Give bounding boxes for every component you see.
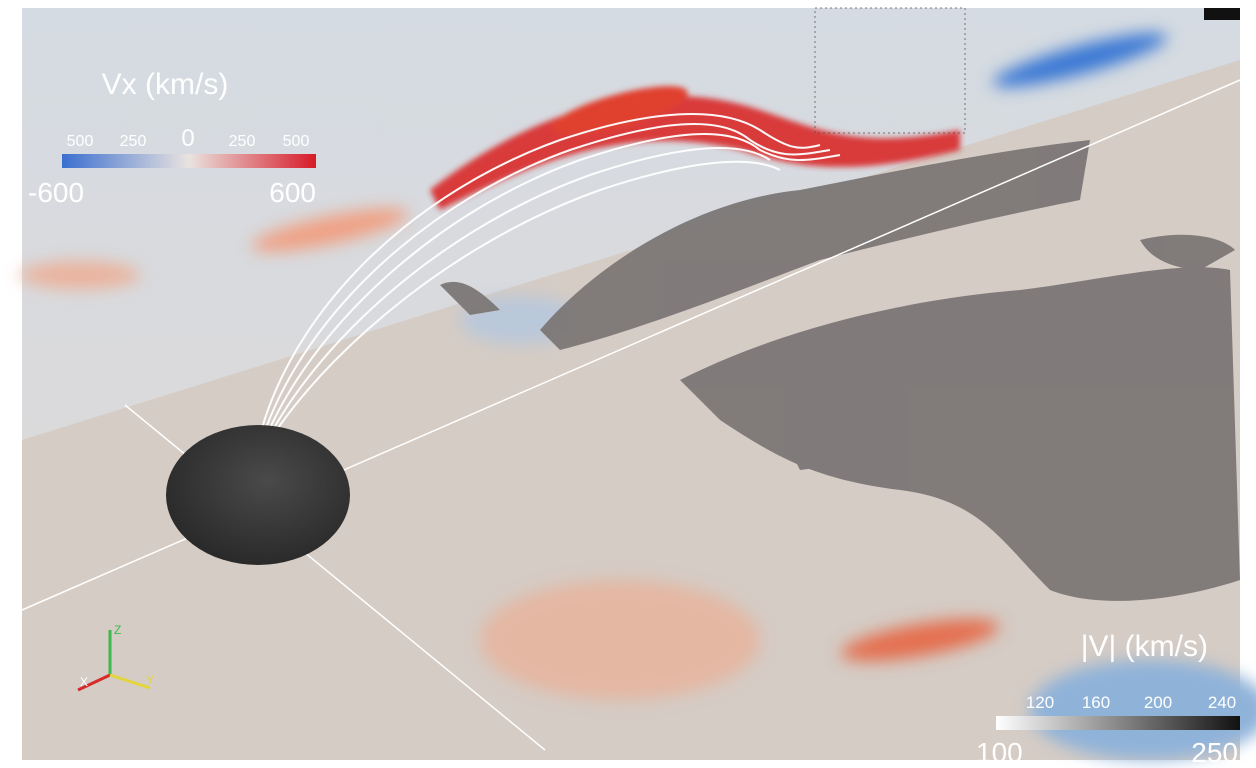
legend-tick: 0 [181, 125, 194, 152]
v-legend: |V| (km/s) 120 160 200 240 100 250 [976, 630, 1240, 768]
axis-label: Y [146, 673, 154, 687]
vx-legend: Vx (km/s) 500 250 0 250 500 -600 600 [28, 68, 316, 208]
legend-min: -600 [28, 177, 84, 208]
axes-triad: Z X Y [77, 623, 154, 692]
axis-label: Z [114, 623, 121, 637]
legend-tick: 500 [283, 133, 310, 150]
legend-tick: 500 [67, 133, 94, 150]
axis-label: X [80, 675, 88, 689]
isosurface [440, 140, 1240, 601]
colorbar [996, 716, 1240, 730]
legend-min: 100 [976, 737, 1023, 768]
planet [166, 425, 350, 565]
legend-title: Vx (km/s) [102, 68, 229, 101]
legend-tick: 250 [229, 133, 256, 150]
vector-glyphs [814, 7, 966, 134]
legend-tick: 240 [1208, 693, 1236, 712]
legend-tick: 160 [1082, 693, 1110, 712]
red-jet [430, 86, 960, 210]
legend-title: |V| (km/s) [1081, 630, 1208, 663]
colorbar [62, 154, 316, 168]
legend-max: 600 [269, 177, 316, 208]
streamlines [261, 113, 841, 429]
legend-tick: 120 [1026, 693, 1054, 712]
legend-tick: 250 [120, 133, 147, 150]
corner-block [1204, 8, 1240, 20]
legend-tick: 200 [1144, 693, 1172, 712]
legend-max: 250 [1191, 737, 1238, 768]
ground-plane [22, 60, 1240, 760]
